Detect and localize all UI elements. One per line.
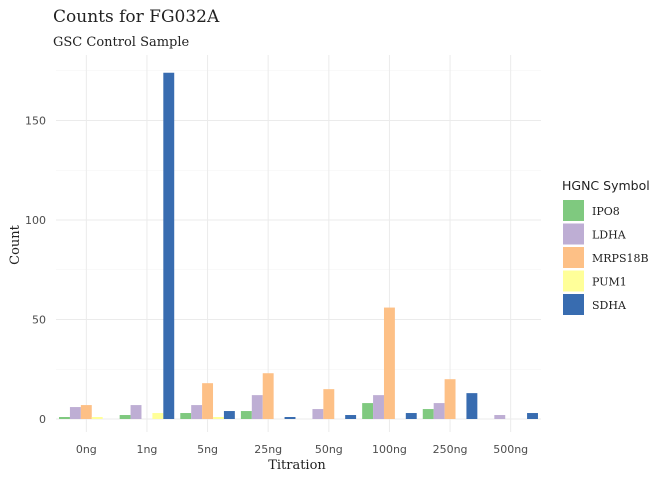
- legend: HGNC Symbol IPO8 LDHA MRPS18B PUM1 SDHA: [562, 178, 650, 315]
- bar-ldha-250ng: [433, 403, 445, 419]
- bar-ldha-25ng: [251, 395, 263, 419]
- legend-label-pum1: PUM1: [592, 276, 627, 289]
- bar-ipo8-5ng: [180, 413, 192, 419]
- bar-ipo8-25ng: [240, 411, 252, 419]
- bar-pum1-0ng: [91, 417, 103, 419]
- legend-label-ipo8: IPO8: [592, 205, 620, 218]
- x-axis-ticks: 0ng 1ng 5ng 25ng 50ng 100ng 250ng 500ng: [76, 443, 528, 456]
- bar-sdha-25ng: [284, 417, 296, 419]
- bar-ipo8-250ng: [422, 409, 434, 419]
- bar-sdha-5ng: [223, 411, 235, 419]
- bar-pum1-5ng: [213, 417, 224, 419]
- bar-pum1-1ng: [152, 413, 164, 419]
- bar-mrps18b-50ng: [323, 389, 335, 419]
- legend-swatch-pum1: [563, 270, 584, 292]
- x-tick-label: 5ng: [197, 443, 218, 456]
- legend-swatch-mrps18b: [563, 247, 584, 268]
- legend-label-ldha: LDHA: [592, 229, 627, 242]
- x-tick-label: 100ng: [372, 443, 407, 456]
- bar-ipo8-0ng: [59, 417, 70, 419]
- bar-ldha-50ng: [312, 409, 324, 419]
- x-tick-label: 1ng: [136, 443, 157, 456]
- bar-sdha-50ng: [345, 415, 357, 419]
- bar-ldha-0ng: [69, 407, 81, 419]
- bar-ldha-5ng: [191, 405, 203, 419]
- legend-label-sdha: SDHA: [592, 299, 627, 312]
- bar-ipo8-1ng: [119, 415, 131, 419]
- legend-swatch-ldha: [563, 223, 584, 245]
- y-tick-label: 150: [25, 115, 46, 128]
- y-tick-label: 100: [25, 214, 46, 227]
- y-axis-ticks: 0 50 100 150: [25, 115, 46, 427]
- x-tick-label: 50ng: [315, 443, 343, 456]
- legend-swatch-ipo8: [563, 200, 584, 221]
- bar-ldha-500ng: [494, 415, 506, 419]
- bar-ldha-100ng: [373, 395, 384, 419]
- bar-mrps18b-250ng: [444, 379, 456, 419]
- y-axis-title: Count: [8, 224, 23, 265]
- x-tick-label: 0ng: [76, 443, 97, 456]
- bar-mrps18b-5ng: [202, 383, 214, 419]
- bars: [59, 72, 538, 420]
- bar-mrps18b-25ng: [262, 373, 274, 419]
- bar-sdha-250ng: [466, 393, 478, 419]
- x-tick-label: 25ng: [254, 443, 282, 456]
- x-tick-label: 500ng: [493, 443, 528, 456]
- bar-ipo8-100ng: [362, 403, 374, 419]
- chart-subtitle: GSC Control Sample: [53, 35, 190, 50]
- gridlines: [56, 55, 541, 432]
- bar-ldha-1ng: [130, 405, 142, 419]
- x-axis-title: Titration: [268, 458, 326, 473]
- y-tick-label: 0: [39, 413, 46, 426]
- chart-title: Counts for FG032A: [53, 7, 220, 27]
- legend-label-mrps18b: MRPS18B: [592, 252, 649, 265]
- legend-title: HGNC Symbol: [562, 178, 650, 193]
- bar-sdha-500ng: [527, 413, 538, 419]
- x-tick-label: 250ng: [433, 443, 468, 456]
- bar-sdha-1ng: [163, 72, 175, 420]
- bar-sdha-100ng: [405, 413, 417, 419]
- bar-mrps18b-0ng: [80, 405, 92, 419]
- y-tick-label: 50: [32, 314, 46, 327]
- bar-mrps18b-100ng: [383, 307, 395, 419]
- legend-swatch-sdha: [563, 294, 584, 315]
